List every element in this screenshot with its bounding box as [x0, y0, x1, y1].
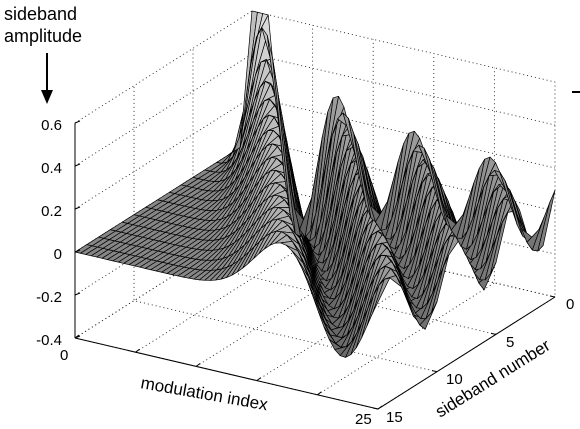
x-tick — [377, 405, 383, 410]
grid-line — [317, 67, 495, 396]
x-tick — [256, 377, 262, 382]
z-tick — [74, 163, 81, 167]
grid-line — [377, 82, 556, 410]
y-tick-labels: 0 5 10 15 — [386, 296, 574, 426]
x-tick-label: 0 — [60, 347, 68, 364]
grid-line — [74, 10, 556, 124]
z-tick-label: 0 — [54, 246, 62, 263]
z-tick — [74, 120, 81, 124]
z-tick-label: -0.2 — [36, 289, 62, 306]
grid-line — [135, 25, 314, 353]
z-tick-label: 0.2 — [41, 203, 62, 220]
z-tick-labels: 0.6 0.4 0.2 0 -0.2 -0.4 — [36, 117, 62, 349]
y-tick — [372, 407, 379, 410]
x-axis-line — [74, 337, 379, 410]
x-tick-labels: 0 25 — [60, 347, 372, 428]
z-axis-label-line1: sideband — [4, 4, 77, 24]
x-tick-label: 25 — [355, 411, 372, 428]
z-tick — [74, 249, 81, 253]
x-tick — [317, 391, 322, 396]
grid-line — [74, 139, 556, 253]
x-tick — [74, 334, 80, 339]
x-tick — [135, 348, 140, 353]
y-tick-label: 5 — [506, 334, 514, 351]
y-tick-label: 15 — [386, 409, 403, 426]
z-axis-label-arrow — [41, 53, 53, 104]
axes — [74, 120, 556, 410]
grid-line — [74, 53, 556, 167]
y-tick — [549, 295, 556, 298]
grid-line — [195, 39, 374, 367]
y-tick-label: 10 — [446, 371, 463, 388]
x-tick — [195, 362, 201, 367]
z-tick — [74, 292, 81, 296]
surface-plot — [74, 10, 556, 358]
y-axis-line — [377, 296, 556, 410]
z-axis-label-line2: amplitude — [4, 26, 82, 46]
grid-line — [74, 225, 556, 339]
z-tick-label: 0.6 — [41, 117, 62, 134]
z-tick-label: 0.4 — [41, 160, 62, 177]
grid-line — [256, 53, 435, 381]
y-tick-label: 0 — [566, 296, 574, 313]
z-tick-label: -0.4 — [36, 332, 62, 349]
z-tick — [74, 206, 81, 210]
grid-line — [74, 96, 556, 210]
y-tick — [490, 332, 497, 335]
y-tick — [431, 370, 438, 373]
surface-facet — [537, 189, 556, 252]
